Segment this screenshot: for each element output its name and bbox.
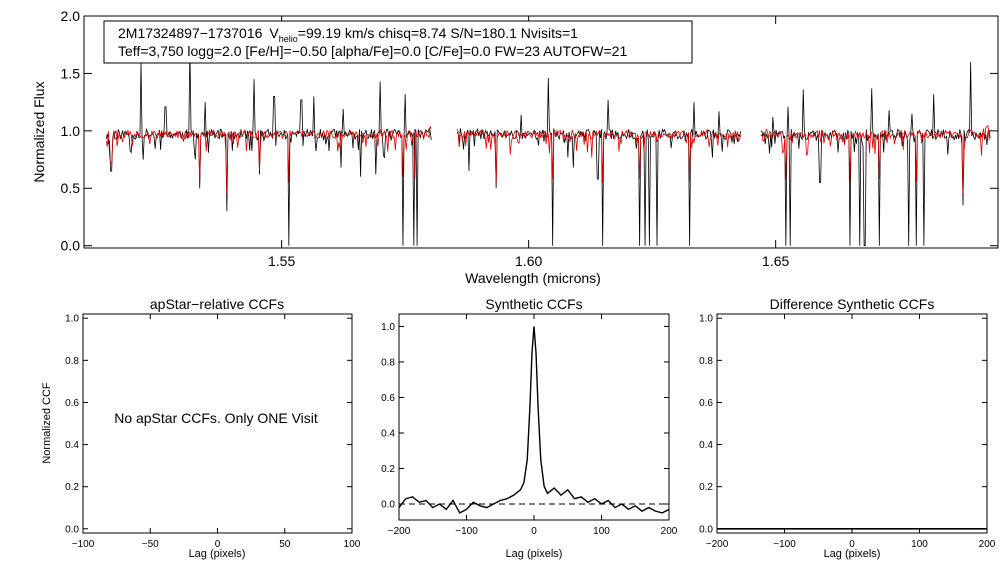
y-tick-label: 0.2 xyxy=(381,464,395,475)
x-tick-label: 100 xyxy=(911,539,928,550)
y-tick-label: 0.0 xyxy=(381,500,395,511)
x-tick-label: 1.65 xyxy=(762,253,789,269)
y-tick-label: 1.0 xyxy=(61,123,81,139)
synthetic-ccf-x-axis-label: Lag (pixels) xyxy=(506,548,563,560)
y-tick-label: 0.6 xyxy=(381,393,395,404)
x-tick-label: −100 xyxy=(72,539,95,550)
x-tick-label: 200 xyxy=(661,526,678,537)
y-tick-label: 0.8 xyxy=(381,357,395,368)
difference-ccf-plot-frame xyxy=(716,313,988,534)
apstar-ccf-panel: −100 −50 0 50 100 0.0 0.2 0.4 0.6 0.8 1.0 apStar−r… xyxy=(41,296,361,560)
difference-ccf-panel: −200 −100 0 100 200 0.0 0.2 0.4 0.6 0.8 1.0 Differ… xyxy=(699,296,996,560)
y-tick-label: 0.8 xyxy=(699,356,713,367)
y-tick-label: 0.8 xyxy=(65,356,79,367)
y-tick-label: 1.0 xyxy=(65,314,79,325)
difference-ccf-axis-ticks: −200 −100 0 100 200 0.0 0.2 0.4 0.6 0.8 1.0 xyxy=(699,314,996,550)
x-tick-label: 0 xyxy=(215,539,221,550)
spectrum-panel: 1.55 1.60 1.65 0.0 0.5 1.0 1.5 2.0 2M17324897−1… xyxy=(31,8,999,286)
x-tick-label: 50 xyxy=(279,539,291,550)
observed-spectrum-line xyxy=(105,47,991,247)
info-box xyxy=(103,20,693,64)
x-tick-label: −100 xyxy=(455,526,478,537)
synthetic-ccf-plot-frame xyxy=(398,313,670,521)
y-tick-label: 0.6 xyxy=(699,398,713,409)
y-tick-label: 0.5 xyxy=(61,180,81,196)
observed-spectrum-series xyxy=(105,47,991,247)
y-tick-label: 0.0 xyxy=(61,238,81,254)
x-tick-label: 1.60 xyxy=(515,253,542,269)
spectrum-x-axis-label: Wavelength (microns) xyxy=(465,270,601,286)
apstar-ccf-x-axis-label: Lag (pixels) xyxy=(189,548,246,560)
x-tick-label: 200 xyxy=(979,539,996,550)
synthetic-ccf-line xyxy=(398,326,670,514)
spectrum-y-axis-label: Normalized Flux xyxy=(31,81,47,182)
model-spectrum-series xyxy=(105,125,991,195)
x-tick-label: 100 xyxy=(344,539,361,550)
y-tick-label: 0.4 xyxy=(65,440,79,451)
difference-ccf-title: Difference Synthetic CCFs xyxy=(770,296,935,312)
info-box-line-1: 2M17324897−1737016 Vhelio=99.19 km/s chis… xyxy=(118,25,578,44)
y-tick-label: 0.4 xyxy=(699,440,713,451)
x-tick-label: 0 xyxy=(531,526,537,537)
no-ccf-message: No apStar CCFs. Only ONE Visit xyxy=(114,410,318,426)
apstar-ccf-axis-ticks: −100 −50 0 50 100 0.0 0.2 0.4 0.6 0.8 1.0 xyxy=(65,314,361,550)
apstar-ccf-title: apStar−relative CCFs xyxy=(150,296,284,312)
y-tick-label: 0.6 xyxy=(65,398,79,409)
x-tick-label: 0 xyxy=(849,539,855,550)
x-tick-label: −200 xyxy=(706,539,729,550)
synthetic-ccf-panel: −200 −100 0 100 200 0.0 0.2 0.4 0.6 0.8 1.0 Synthe… xyxy=(381,296,678,560)
synthetic-ccf-axis-ticks: −200 −100 0 100 200 0.0 0.2 0.4 0.6 0.8 1.0 xyxy=(381,314,678,537)
y-tick-label: 1.5 xyxy=(61,65,81,81)
synthetic-ccf-title: Synthetic CCFs xyxy=(485,296,582,312)
x-tick-label: 1.55 xyxy=(268,253,295,269)
x-tick-label: −50 xyxy=(142,539,159,550)
spectrum-axis-ticks: 1.55 1.60 1.65 0.0 0.5 1.0 1.5 2.0 xyxy=(61,8,998,269)
difference-ccf-x-axis-label: Lag (pixels) xyxy=(824,548,881,560)
synthetic-ccf-series xyxy=(398,326,670,514)
spectrum-plot-frame xyxy=(83,15,999,249)
y-tick-label: 1.0 xyxy=(699,314,713,325)
info-box-line-2: Teff=3,750 logg=2.0 [Fe/H]=−0.50 [alpha/… xyxy=(118,43,627,59)
y-tick-label: 0.2 xyxy=(699,482,713,493)
y-tick-label: 0.0 xyxy=(699,524,713,535)
x-tick-label: −100 xyxy=(773,539,796,550)
y-tick-label: 0.2 xyxy=(65,482,79,493)
model-spectrum-line xyxy=(105,125,991,195)
y-tick-label: 0.0 xyxy=(65,524,79,535)
apstar-ccf-y-axis-label: Normalized CCF xyxy=(41,382,53,464)
y-tick-label: 0.4 xyxy=(381,428,395,439)
y-tick-label: 1.0 xyxy=(381,322,395,333)
x-tick-label: −200 xyxy=(388,526,411,537)
x-tick-label: 100 xyxy=(593,526,610,537)
y-tick-label: 2.0 xyxy=(61,8,81,24)
